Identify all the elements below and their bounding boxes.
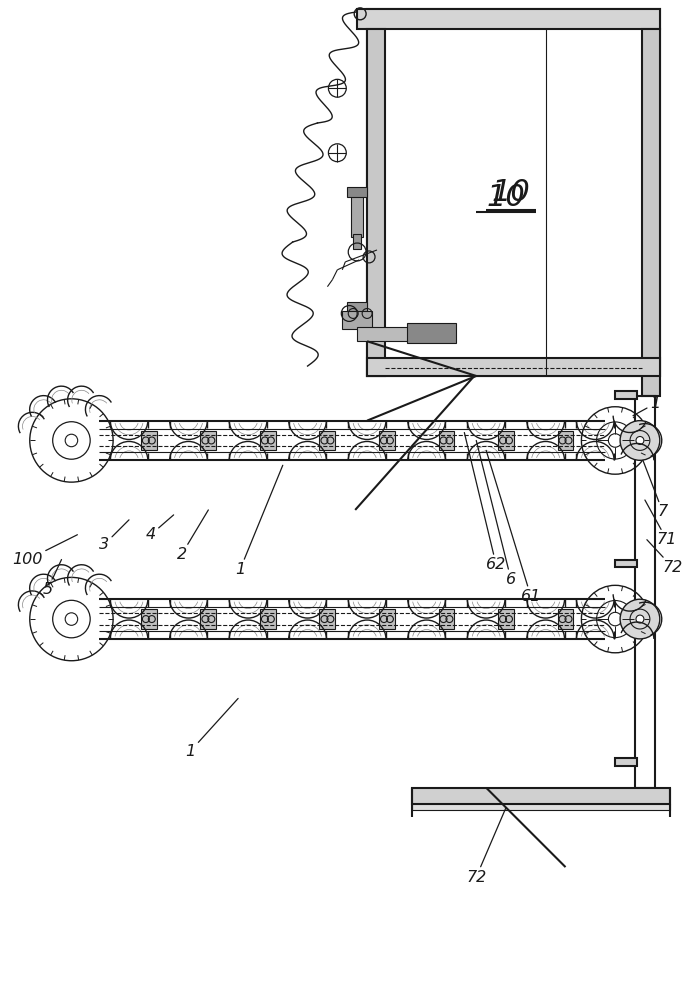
Circle shape (636, 437, 644, 444)
Bar (635, 396, 655, 788)
Text: 1: 1 (633, 396, 660, 416)
Circle shape (620, 599, 659, 639)
Bar (201, 609, 216, 629)
Bar (319, 609, 336, 629)
Bar (353, 234, 361, 249)
Bar (367, 358, 659, 376)
Bar (439, 431, 454, 450)
Text: 2: 2 (177, 510, 209, 562)
Bar (615, 391, 637, 399)
Text: 1: 1 (186, 698, 238, 759)
Bar (357, 9, 659, 29)
Bar (260, 431, 276, 450)
Text: 71: 71 (645, 500, 677, 547)
Text: 72: 72 (466, 808, 506, 885)
Bar (642, 29, 659, 396)
Text: 6: 6 (476, 440, 516, 587)
Circle shape (608, 612, 622, 626)
Bar (379, 609, 395, 629)
Text: 3: 3 (99, 520, 129, 552)
Bar (357, 327, 412, 341)
Bar (558, 431, 574, 450)
Text: 5: 5 (42, 560, 61, 597)
Text: 72: 72 (647, 540, 682, 575)
Bar (347, 302, 367, 313)
Text: 7: 7 (643, 460, 668, 519)
Bar (498, 609, 514, 629)
Text: 62: 62 (464, 433, 506, 572)
Bar (260, 609, 276, 629)
Bar (379, 431, 395, 450)
Circle shape (620, 421, 659, 460)
Bar (558, 609, 574, 629)
Bar (615, 758, 637, 766)
Bar (201, 431, 216, 450)
Bar (141, 431, 157, 450)
Bar (319, 431, 336, 450)
Bar (367, 29, 385, 376)
Bar (412, 804, 670, 810)
Bar (439, 609, 454, 629)
Bar (342, 311, 372, 329)
Circle shape (636, 615, 644, 623)
Circle shape (608, 434, 622, 447)
Text: 10: 10 (487, 183, 525, 212)
Text: 10: 10 (492, 178, 531, 207)
Text: 100: 100 (12, 535, 77, 567)
Bar (141, 609, 157, 629)
Text: 1: 1 (235, 465, 283, 577)
Bar (367, 9, 659, 376)
Bar (412, 788, 670, 804)
Bar (347, 187, 367, 197)
Text: 61: 61 (486, 450, 541, 604)
Text: 4: 4 (146, 515, 174, 542)
Bar (406, 323, 456, 343)
Bar (351, 192, 363, 237)
Bar (615, 560, 637, 567)
Bar (498, 431, 514, 450)
